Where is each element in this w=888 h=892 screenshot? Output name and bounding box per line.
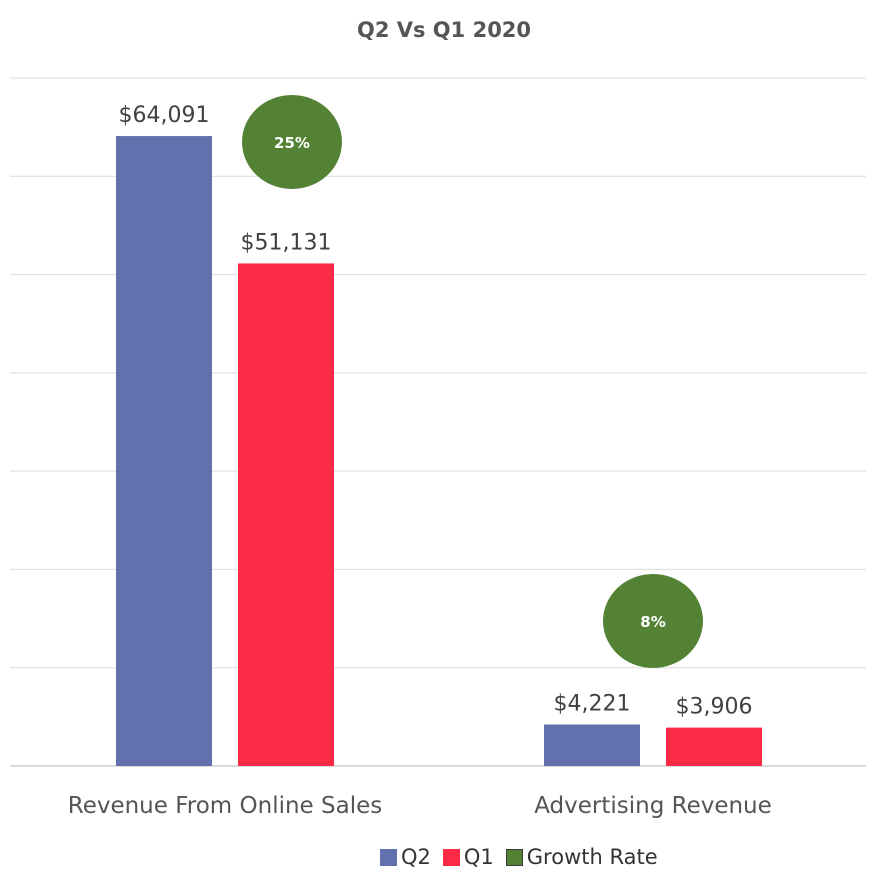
growth-rate-bubbles: 25% 8%	[242, 95, 703, 668]
legend-label-q2: Q2	[401, 845, 431, 869]
bars	[116, 136, 762, 766]
legend: Q2 Q1 Growth Rate	[380, 845, 670, 869]
growth-rate-label: 25%	[274, 134, 310, 152]
data-labels: $64,091 $51,131 $4,221 $3,906	[119, 103, 753, 720]
legend-label-q1: Q1	[463, 845, 494, 869]
data-label: $4,221	[554, 692, 631, 717]
bar-q2-1	[544, 724, 640, 766]
legend-item-q2: Q2	[380, 845, 431, 869]
category-label: Revenue From Online Sales	[68, 793, 383, 819]
growth-rate-label: 8%	[640, 613, 665, 631]
data-label: $3,906	[676, 695, 753, 720]
legend-swatch-q2	[380, 848, 397, 866]
category-labels: Revenue From Online Sales Advertising Rev…	[68, 793, 772, 819]
legend-item-q1: Q1	[442, 845, 494, 869]
legend-swatch-growth-rate	[505, 848, 523, 866]
category-label: Advertising Revenue	[534, 793, 772, 819]
growth-rate-bubble	[603, 574, 703, 668]
chart-title: Q2 Vs Q1 2020	[356, 18, 532, 42]
legend-swatch-q1	[442, 848, 460, 866]
bar-q1-0	[238, 263, 334, 766]
growth-rate-bubble	[242, 95, 342, 189]
data-label: $64,091	[119, 103, 210, 128]
legend-label-growth-rate: Growth Rate	[526, 845, 658, 869]
legend-item-growth-rate: Growth Rate	[505, 845, 658, 869]
bar-q1-1	[666, 727, 762, 766]
bar-q2-0	[116, 136, 212, 766]
data-label: $51,131	[241, 230, 332, 255]
